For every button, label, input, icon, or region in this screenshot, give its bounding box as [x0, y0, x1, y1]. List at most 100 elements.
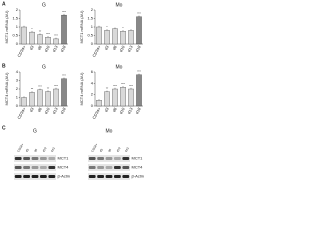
y-tick-label: 1.5 [87, 16, 93, 21]
blot-band [114, 175, 121, 178]
blot-band [48, 175, 56, 178]
blot-band [48, 157, 56, 160]
blot-band [122, 175, 130, 178]
y-axis-label: MCT4 mRNA (AU) [79, 72, 84, 106]
bar [112, 28, 118, 45]
bar [136, 16, 142, 45]
x-tick-label: d18 [134, 44, 142, 53]
blot-band [23, 157, 30, 160]
y-tick-label: 6 [91, 69, 94, 74]
blot-band [122, 166, 130, 169]
y-tick-label: 1.5 [12, 16, 18, 21]
panel-label: B [2, 63, 6, 69]
blot-band [122, 157, 130, 160]
y-axis-label: MCT4 mRNA (AU) [4, 72, 9, 106]
y-tick-label: 4 [91, 80, 94, 85]
significance-label: *** [38, 85, 42, 89]
lane-label: CD34+ [16, 143, 24, 153]
x-tick-label: CD34+ [91, 44, 102, 58]
x-tick-label: d6 [111, 106, 118, 113]
significance-label: *** [121, 82, 125, 86]
row-label: MCT4 [58, 165, 70, 170]
significance-label: * [31, 27, 33, 31]
x-tick-label: d13 [126, 44, 134, 53]
significance-label: *** [137, 12, 141, 16]
significance-label: ** [31, 87, 34, 91]
lane-label: d6 [33, 148, 38, 153]
blot-band [97, 175, 104, 178]
y-tick-label: 0.5 [87, 33, 93, 38]
x-tick-label: d10 [43, 106, 51, 115]
bar [96, 26, 102, 45]
significance-label: * [106, 25, 108, 29]
y-axis-label: MCT1 mRNA (AU) [79, 10, 84, 44]
significance-label: *** [54, 84, 58, 88]
x-tick-label: d10 [118, 106, 126, 115]
bar [29, 92, 35, 107]
x-tick-label: CD34+ [16, 106, 27, 120]
x-tick-label: d3 [28, 44, 35, 51]
bar [96, 100, 102, 107]
bar [104, 91, 110, 107]
row-label: MCT1 [58, 156, 70, 161]
row-label: MCT1 [132, 156, 144, 161]
blot-band [40, 157, 47, 160]
blot-band [114, 157, 121, 160]
x-tick-label: d6 [36, 106, 43, 113]
blot-band [105, 157, 113, 160]
x-tick-label: d10 [43, 44, 51, 53]
blot-band [97, 166, 104, 169]
significance-label: ** [47, 86, 50, 90]
y-tick-label: 1 [91, 24, 94, 29]
y-tick-label: 2 [16, 86, 19, 91]
blot-band [40, 166, 47, 169]
lane-label: d3 [99, 148, 104, 153]
x-tick-label: CD34+ [91, 106, 102, 120]
bar [53, 38, 59, 45]
bar [120, 87, 126, 107]
y-tick-label: 2 [91, 92, 94, 97]
significance-label: *** [113, 84, 117, 88]
blot-band [48, 166, 56, 169]
x-tick-label: d3 [28, 106, 35, 113]
bar [21, 26, 27, 45]
y-tick-label: 0.5 [12, 33, 18, 38]
blot-title: G [33, 128, 37, 134]
lane-label: d10 [41, 146, 47, 153]
x-tick-label: d10 [118, 44, 126, 53]
significance-label: *** [54, 34, 58, 38]
significance-label: *** [46, 32, 50, 36]
blot-band [14, 166, 22, 169]
chart-title: Mo [116, 2, 123, 8]
blot-band [88, 157, 96, 160]
significance-label: * [122, 26, 124, 30]
x-tick-label: d3 [103, 44, 110, 51]
row-label: MCT4 [132, 165, 144, 170]
x-tick-label: d18 [59, 106, 67, 115]
y-tick-label: 0 [91, 103, 94, 108]
significance-label: *** [137, 70, 141, 74]
lane-label: d13 [50, 146, 56, 153]
significance-label: ** [39, 29, 42, 33]
bar [128, 30, 134, 45]
y-tick-label: 0 [16, 103, 19, 108]
y-tick-label: 2 [16, 7, 19, 12]
bar [61, 14, 67, 45]
y-axis-label: MCT1 mRNA (AU) [4, 10, 9, 44]
chart-title: Mo [116, 64, 123, 70]
panel-label: C [2, 125, 6, 131]
x-tick-label: CD34+ [16, 44, 27, 58]
bar [136, 74, 142, 107]
blot-band [88, 166, 96, 169]
lane-label: d3 [25, 148, 30, 153]
blot-band [23, 175, 30, 178]
lane-label: d6 [107, 148, 112, 153]
lane-label: d10 [115, 146, 121, 153]
blot-band [14, 175, 22, 178]
bar [104, 30, 110, 45]
row-label: β-Actin [58, 174, 71, 179]
bar [128, 88, 134, 107]
x-tick-label: d3 [103, 106, 110, 113]
y-tick-label: 3 [16, 78, 19, 83]
